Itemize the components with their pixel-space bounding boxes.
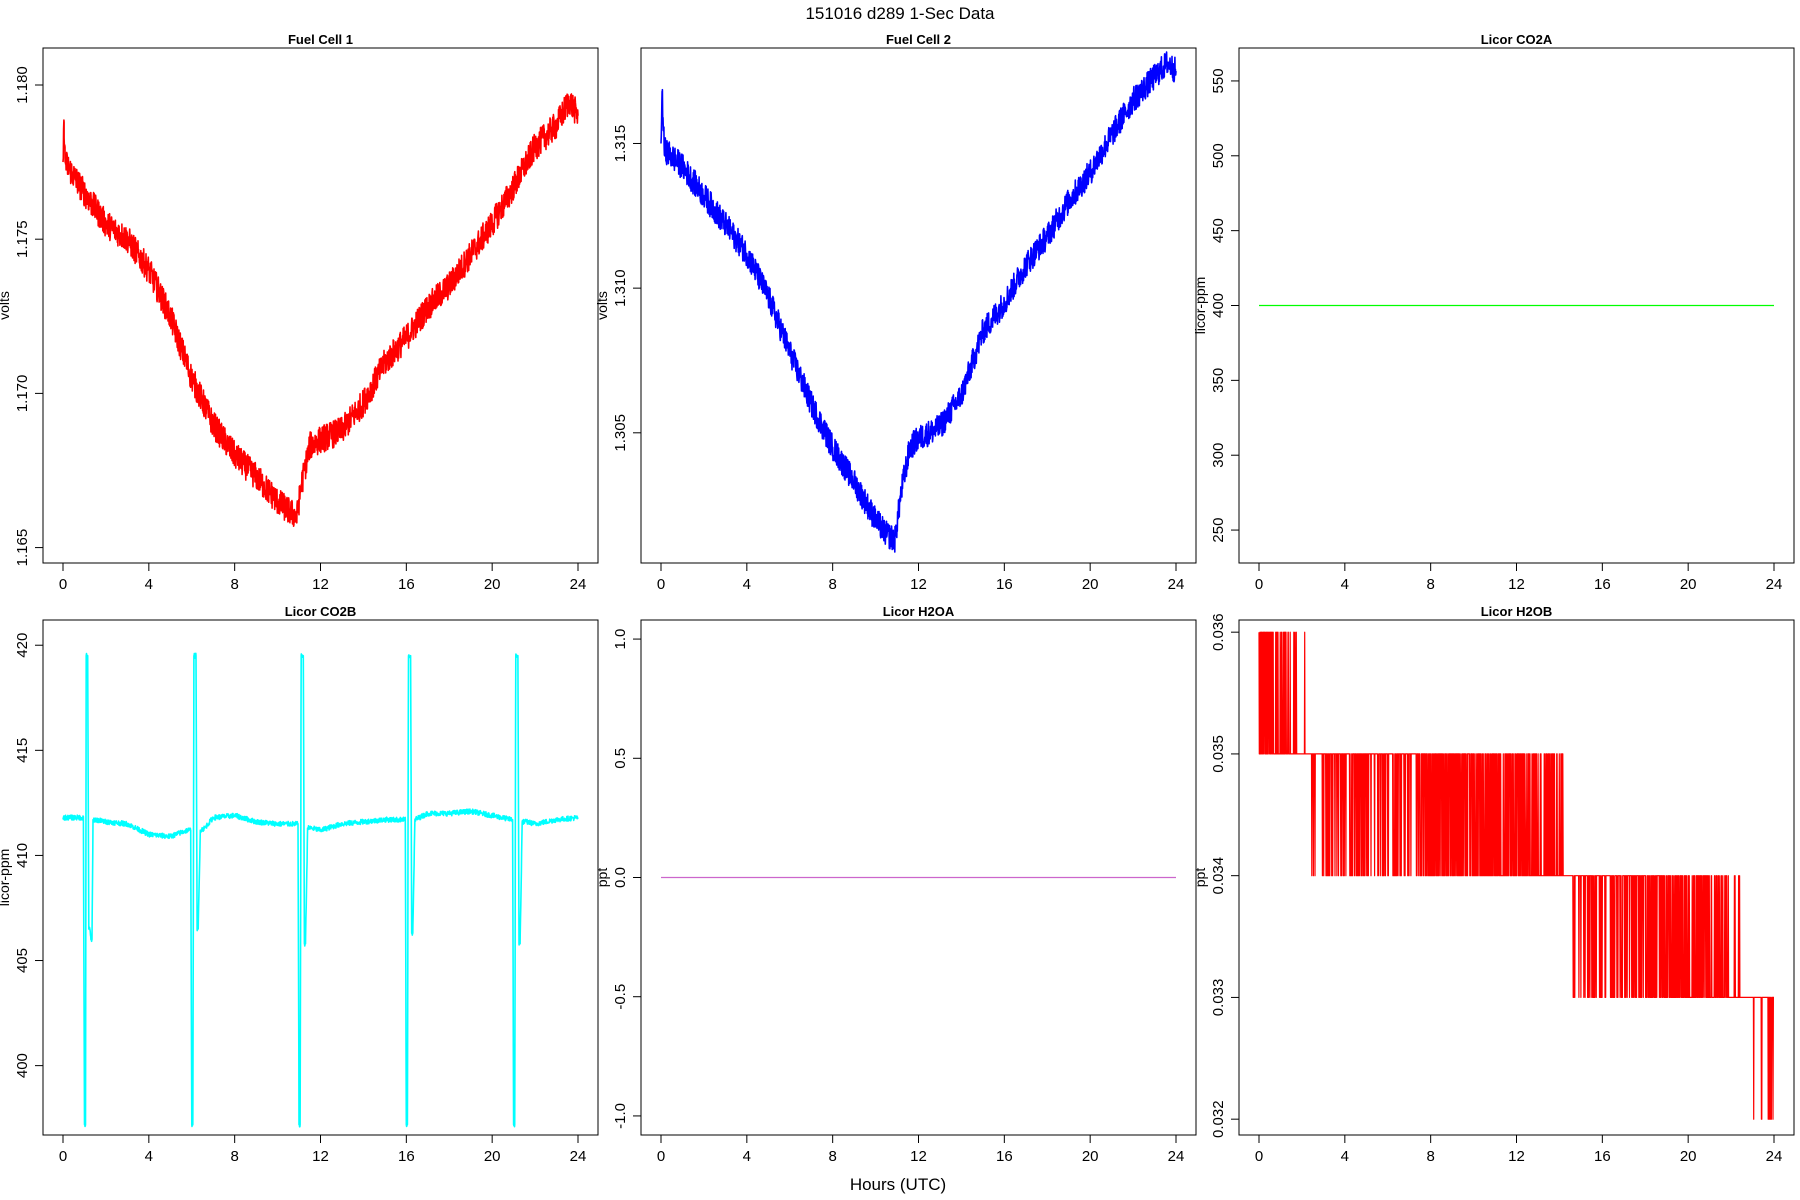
x-tick-label: 0 [59,1148,67,1165]
y-tick-label: 250 [1210,518,1227,543]
x-tick-label: 0 [1255,576,1263,593]
x-tick-label: 24 [1168,576,1185,593]
x-tick-label: 20 [1082,1148,1099,1165]
y-tick-label: 1.180 [14,66,31,104]
y-tick-label: 450 [1210,218,1227,243]
x-tick-label: 0 [59,576,67,593]
panel-6: Licor H2OB 0 4 8 12 16 20 24 0.032 0.033 0.034 0.03… [1192,604,1795,1165]
x-tick-label: 20 [484,576,501,593]
x-tick-label: 8 [828,1148,836,1165]
y-tick-label: 400 [14,1053,31,1078]
y-tick-label: 400 [1210,293,1227,318]
x-tick-label: 20 [1680,1148,1697,1165]
x-tick-label: 4 [743,576,751,593]
x-tick-label: 0 [657,576,665,593]
x-tick-label: 20 [1082,576,1099,593]
panel-3: Licor CO2A 0 4 8 12 16 20 24 250 300 350 400 450 500 5… [1192,32,1795,593]
x-tick-label: 8 [230,1148,238,1165]
series-line [62,652,579,1128]
y-axis-label: ppt [594,868,610,888]
x-tick-label: 12 [910,1148,927,1165]
x-tick-label: 24 [570,1148,587,1165]
y-tick-label: 300 [1210,443,1227,468]
y-tick-label: -0.5 [612,984,629,1010]
y-tick-label: 405 [14,948,31,973]
x-axis-label: Hours (UTC) [850,1175,946,1194]
y-axis-label: volts [0,291,12,320]
x-tick-label: 16 [398,1148,415,1165]
panel-title: Licor H2OB [1481,604,1553,619]
y-tick-label: 1.165 [14,529,31,567]
y-tick-label: 0.035 [1210,735,1227,773]
x-tick-label: 12 [1508,1148,1525,1165]
x-tick-label: 20 [1680,576,1697,593]
y-tick-label: 0.033 [1210,979,1227,1017]
x-tick-label: 12 [312,1148,329,1165]
panel-2: Fuel Cell 2 0 4 8 12 16 20 24 1.305 1.310 1.315 vol… [594,32,1197,593]
x-tick-label: 24 [1766,1148,1783,1165]
x-tick-label: 12 [910,576,927,593]
y-tick-label: 0.036 [1210,613,1227,651]
x-tick-label: 12 [312,576,329,593]
panel-title: Fuel Cell 2 [886,32,951,47]
y-tick-label: 1.175 [14,220,31,258]
x-tick-label: 4 [743,1148,751,1165]
x-tick-label: 8 [1426,1148,1434,1165]
y-tick-label: 550 [1210,68,1227,93]
x-tick-label: 16 [1594,1148,1611,1165]
y-axis-label: volts [594,291,610,320]
y-tick-label: 1.310 [612,269,629,307]
y-tick-label: 1.305 [612,414,629,452]
x-tick-label: 4 [145,1148,153,1165]
series-line [660,51,1177,553]
y-tick-label: 0.032 [1210,1100,1227,1138]
y-tick-label: 420 [14,633,31,658]
y-tick-label: 350 [1210,368,1227,393]
y-tick-label: 1.0 [612,629,629,650]
y-tick-label: -1.0 [612,1103,629,1129]
panel-1: Fuel Cell 1 0 4 8 12 16 20 24 1.165 1.170 1.175 1.1… [0,32,599,593]
y-tick-label: 0.034 [1210,857,1227,895]
series-line [62,93,579,527]
x-tick-label: 16 [1594,576,1611,593]
x-tick-label: 16 [996,1148,1013,1165]
x-tick-label: 0 [657,1148,665,1165]
panel-title: Licor H2OA [883,604,955,619]
figure-title: 151016 d289 1-Sec Data [805,4,995,23]
y-tick-label: 1.170 [14,375,31,413]
x-tick-label: 0 [1255,1148,1263,1165]
x-tick-label: 4 [1341,1148,1349,1165]
y-tick-label: 410 [14,843,31,868]
x-tick-label: 20 [484,1148,501,1165]
x-tick-label: 24 [1168,1148,1185,1165]
x-tick-label: 16 [398,576,415,593]
x-tick-label: 4 [1341,576,1349,593]
y-axis-label: licor-ppm [1192,277,1208,335]
y-axis-label: licor-ppm [0,849,12,907]
y-tick-label: 415 [14,738,31,763]
plot-frame [42,47,599,564]
x-tick-label: 8 [1426,576,1434,593]
panel-title: Fuel Cell 1 [288,32,353,47]
panels: Fuel Cell 1 0 4 8 12 16 20 24 1.165 1.170 1.175 1.1… [0,32,1795,1165]
panel-5: Licor H2OA 0 4 8 12 16 20 24 -1.0 -0.5 0.0 0.5 1.0 pp… [594,604,1197,1165]
x-tick-label: 4 [145,576,153,593]
y-tick-label: 1.315 [612,125,629,163]
x-tick-label: 8 [230,576,238,593]
panel-4: Licor CO2B 0 4 8 12 16 20 24 400 405 410 415 420 lico… [0,604,599,1165]
x-tick-label: 24 [570,576,587,593]
panel-title: Licor CO2A [1481,32,1553,47]
series-line [1258,631,1775,1120]
y-axis-label: ppt [1192,868,1208,888]
x-tick-label: 8 [828,576,836,593]
y-tick-label: 500 [1210,143,1227,168]
y-tick-label: 0.0 [612,867,629,888]
x-tick-label: 24 [1766,576,1783,593]
y-tick-label: 0.5 [612,748,629,769]
x-tick-label: 16 [996,576,1013,593]
x-tick-label: 12 [1508,576,1525,593]
panel-title: Licor CO2B [285,604,357,619]
